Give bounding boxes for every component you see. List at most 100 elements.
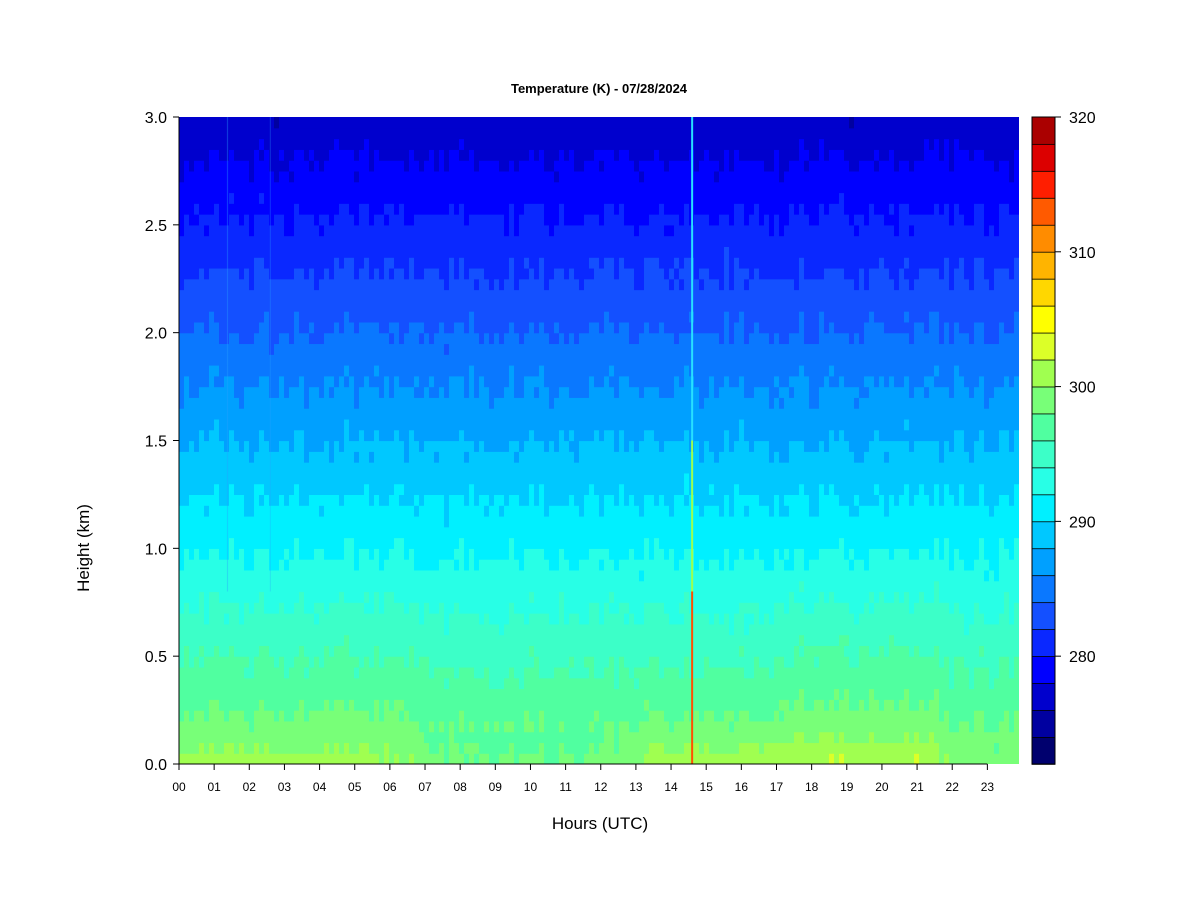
- heatmap-cell: [379, 580, 385, 593]
- heatmap-cell: [209, 451, 215, 463]
- heatmap-cell: [569, 386, 575, 398]
- heatmap-cell: [299, 267, 305, 280]
- heatmap-cell: [309, 257, 315, 269]
- heatmap-cell: [189, 289, 195, 301]
- heatmap-cell: [299, 300, 305, 312]
- heatmap-cell: [499, 235, 505, 247]
- heatmap-cell: [309, 332, 315, 345]
- heatmap-cell: [424, 138, 430, 150]
- heatmap-cell: [584, 580, 590, 593]
- heatmap-cell: [339, 742, 345, 754]
- heatmap-cell: [414, 666, 420, 679]
- heatmap-cell: [314, 580, 320, 593]
- heatmap-cell: [404, 375, 410, 388]
- heatmap-cell: [589, 753, 595, 764]
- heatmap-cell: [254, 192, 260, 204]
- heatmap-cell: [544, 429, 550, 442]
- heatmap-cell: [479, 267, 485, 280]
- heatmap-cell: [569, 666, 575, 679]
- heatmap-cell: [439, 742, 445, 754]
- heatmap-cell: [324, 537, 330, 549]
- heatmap-cell: [314, 623, 320, 636]
- heatmap-cell: [369, 440, 375, 452]
- heatmap-cell: [564, 494, 570, 506]
- heatmap-cell: [304, 311, 310, 323]
- heatmap-cell: [219, 526, 225, 539]
- heatmap-cell: [189, 246, 195, 258]
- heatmap-cell: [184, 365, 190, 377]
- heatmap-cell: [209, 483, 215, 496]
- heatmap-cell: [379, 451, 385, 463]
- heatmap-cell: [394, 710, 400, 722]
- heatmap-cell: [224, 257, 230, 269]
- heatmap-cell: [484, 343, 490, 355]
- heatmap-cell: [194, 257, 200, 269]
- heatmap-cell: [214, 742, 220, 754]
- heatmap-cell: [209, 418, 215, 431]
- heatmap-cell: [179, 537, 185, 549]
- heatmap-cell: [469, 472, 475, 485]
- heatmap-cell: [474, 160, 480, 172]
- heatmap-cell: [294, 548, 300, 560]
- heatmap-cell: [519, 278, 525, 291]
- heatmap-cell: [469, 429, 475, 442]
- heatmap-cell: [584, 526, 590, 539]
- heatmap-cell: [469, 224, 475, 237]
- heatmap-cell: [374, 311, 380, 323]
- heatmap-cell: [514, 623, 520, 636]
- heatmap-cell: [419, 214, 425, 226]
- heatmap-cell: [404, 224, 410, 237]
- heatmap-cell: [499, 418, 505, 431]
- heatmap-cell: [339, 591, 345, 603]
- heatmap-cell: [544, 311, 550, 323]
- heatmap-cell: [404, 278, 410, 291]
- heatmap-cell: [594, 602, 600, 614]
- heatmap-cell: [204, 321, 210, 334]
- heatmap-cell: [414, 203, 420, 215]
- heatmap-cell: [244, 117, 250, 129]
- heatmap-cell: [589, 429, 595, 442]
- heatmap-cell: [294, 515, 300, 528]
- heatmap-cell: [439, 397, 445, 409]
- heatmap-cell: [269, 569, 275, 582]
- heatmap-cell: [539, 160, 545, 172]
- heatmap-cell: [564, 526, 570, 539]
- heatmap-cell: [354, 710, 360, 722]
- heatmap-cell: [344, 666, 350, 679]
- heatmap-cell: [494, 710, 500, 722]
- heatmap-cell: [439, 602, 445, 614]
- heatmap-cell: [509, 408, 515, 420]
- heatmap-cell: [519, 418, 525, 431]
- heatmap-cell: [404, 117, 410, 129]
- heatmap-cell: [384, 677, 390, 690]
- heatmap-cell: [179, 397, 185, 409]
- heatmap-cell: [209, 332, 215, 345]
- heatmap-cell: [349, 472, 355, 485]
- heatmap-cell: [199, 548, 205, 560]
- heatmap-cell: [319, 418, 325, 431]
- heatmap-cell: [374, 375, 380, 388]
- heatmap-cell: [254, 440, 260, 452]
- heatmap-cell: [519, 365, 525, 377]
- heatmap-cell: [254, 580, 260, 593]
- heatmap-cell: [449, 127, 455, 140]
- heatmap-cell: [269, 462, 275, 474]
- heatmap-cell: [544, 354, 550, 366]
- heatmap-cell: [539, 731, 545, 744]
- heatmap-cell: [434, 580, 440, 593]
- heatmap-cell: [429, 354, 435, 366]
- heatmap-cell: [314, 375, 320, 388]
- heatmap-cell: [179, 321, 185, 334]
- heatmap-cell: [429, 494, 435, 506]
- heatmap-cell: [494, 321, 500, 334]
- heatmap-cell: [554, 753, 560, 764]
- heatmap-cell: [384, 354, 390, 366]
- heatmap-cell: [489, 613, 495, 625]
- heatmap-cell: [519, 192, 525, 204]
- heatmap-cell: [224, 602, 230, 614]
- heatmap-cell: [199, 300, 205, 312]
- heatmap-cell: [454, 548, 460, 560]
- heatmap-cell: [234, 623, 240, 636]
- heatmap-cell: [324, 472, 330, 485]
- heatmap-cell: [524, 483, 530, 496]
